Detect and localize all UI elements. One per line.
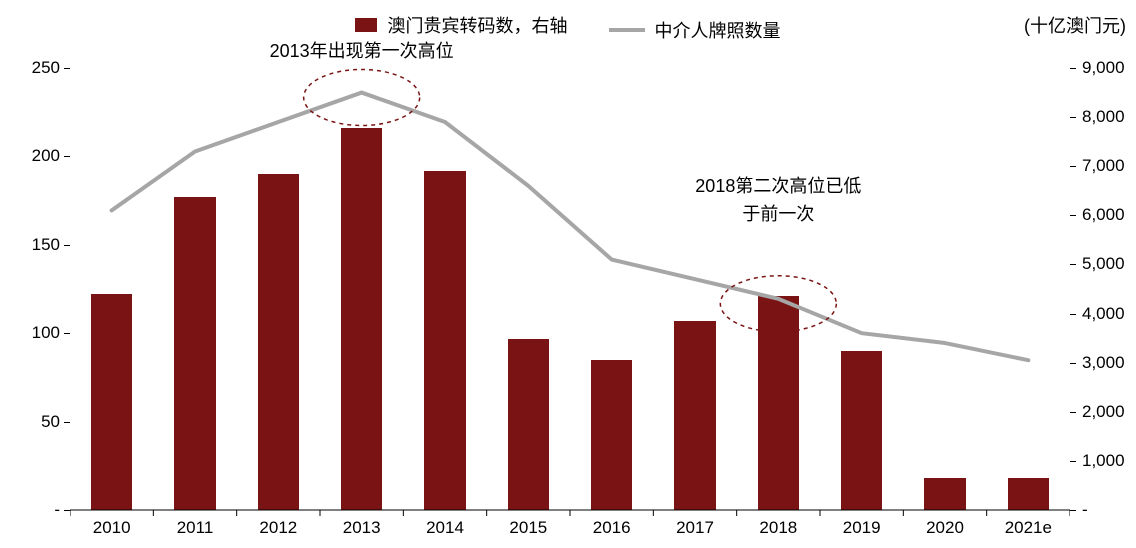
y-left-tick-label: 200 bbox=[32, 146, 60, 166]
bar bbox=[1008, 478, 1050, 510]
x-tick-label: 2014 bbox=[426, 518, 464, 538]
y-right-tick-label: - bbox=[1082, 500, 1088, 520]
y-left-tick-label: 50 bbox=[41, 412, 60, 432]
x-tick-label: 2013 bbox=[343, 518, 381, 538]
legend-item-line: 中介人牌照数量 bbox=[609, 17, 781, 43]
annotation-text: 2013年出现第一次高位 bbox=[270, 37, 454, 63]
y-right-tick-label: 3,000 bbox=[1082, 353, 1125, 373]
bar bbox=[341, 128, 383, 510]
x-tick-label: 2011 bbox=[177, 518, 214, 538]
legend-swatch-bar bbox=[355, 18, 377, 32]
legend-item-bar: 澳门贵宾转码数，右轴 bbox=[355, 12, 567, 38]
y-left-tick-label: 250 bbox=[32, 58, 60, 78]
bar bbox=[841, 351, 883, 510]
x-tick-label: 2019 bbox=[843, 518, 881, 538]
y-right-tick-label: 1,000 bbox=[1082, 451, 1125, 471]
bar bbox=[674, 321, 716, 510]
x-tick-label: 2018 bbox=[759, 518, 797, 538]
x-tick-label: 2012 bbox=[259, 518, 297, 538]
x-tick-label: 2015 bbox=[509, 518, 547, 538]
y-right-tick-label: 9,000 bbox=[1082, 58, 1125, 78]
annotation-text: 2018第二次高位已低于前一次 bbox=[668, 172, 888, 230]
legend-swatch-line bbox=[609, 28, 645, 32]
line-series bbox=[112, 93, 1029, 361]
x-tick-label: 2020 bbox=[926, 518, 964, 538]
bar bbox=[174, 197, 216, 510]
y-right-tick-label: 5,000 bbox=[1082, 254, 1125, 274]
x-tick-label: 2016 bbox=[593, 518, 631, 538]
y-right-tick-label: 6,000 bbox=[1082, 205, 1125, 225]
x-tick-label: 2017 bbox=[676, 518, 714, 538]
y-right-tick-label: 8,000 bbox=[1082, 107, 1125, 127]
chart-container: 澳门贵宾转码数，右轴 中介人牌照数量 (十亿澳门元) - 50 100 150 200 2… bbox=[0, 0, 1136, 548]
bar bbox=[424, 171, 466, 510]
legend: 澳门贵宾转码数，右轴 中介人牌照数量 bbox=[0, 12, 1136, 43]
y-left-tick-label: - bbox=[54, 500, 60, 520]
bar bbox=[591, 360, 633, 510]
y-left-tick-label: 100 bbox=[32, 323, 60, 343]
bar bbox=[758, 296, 800, 510]
bar bbox=[924, 478, 966, 510]
bar bbox=[508, 339, 550, 510]
plot-area bbox=[70, 68, 1070, 510]
legend-label-line: 中介人牌照数量 bbox=[655, 17, 781, 43]
legend-label-bar: 澳门贵宾转码数，右轴 bbox=[387, 12, 567, 38]
y-right-tick-label: 2,000 bbox=[1082, 402, 1125, 422]
y-left-tick-label: 150 bbox=[32, 235, 60, 255]
bar bbox=[91, 294, 133, 510]
x-tick-label: 2010 bbox=[93, 518, 131, 538]
x-tick-label: 2021e bbox=[1005, 518, 1052, 538]
bar bbox=[258, 174, 300, 510]
y-right-tick-label: 7,000 bbox=[1082, 156, 1125, 176]
annotation-ellipse bbox=[304, 69, 420, 125]
right-unit-label: (十亿澳门元) bbox=[1024, 12, 1126, 38]
y-right-tick-label: 4,000 bbox=[1082, 304, 1125, 324]
